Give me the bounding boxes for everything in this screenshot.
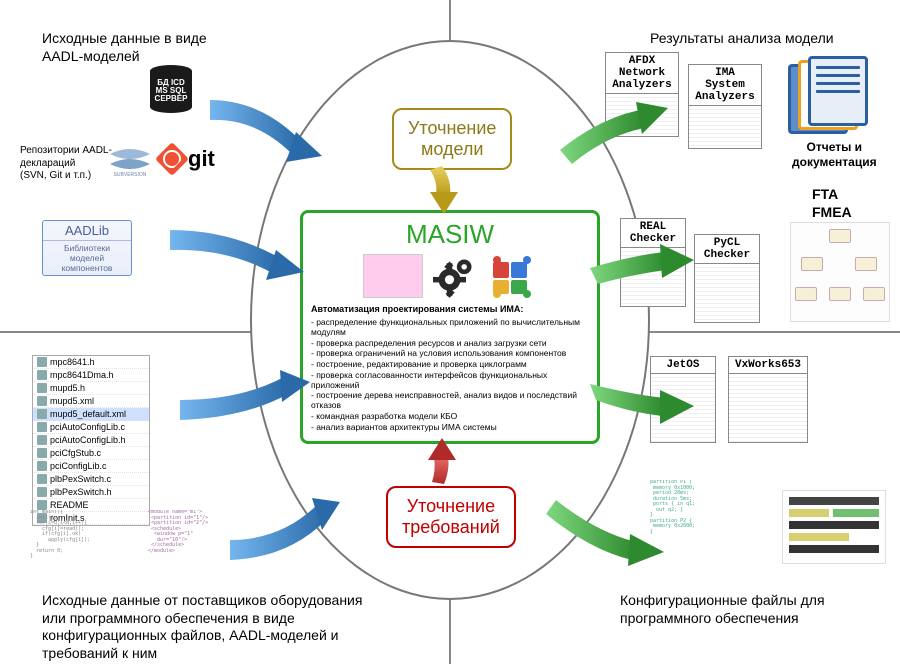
arrows-layer (0, 0, 900, 664)
arrow-blue-1 (210, 100, 322, 162)
arrow-blue-4 (230, 498, 340, 560)
arrow-blue-3 (180, 370, 310, 420)
arrow-green-3 (590, 384, 694, 424)
arrow-green-4 (546, 500, 664, 566)
arrow-yellow-down (430, 166, 458, 214)
arrow-red-up (428, 438, 456, 484)
arrow-green-1 (560, 102, 668, 164)
arrow-green-2 (590, 244, 694, 284)
arrow-blue-2 (170, 230, 304, 280)
